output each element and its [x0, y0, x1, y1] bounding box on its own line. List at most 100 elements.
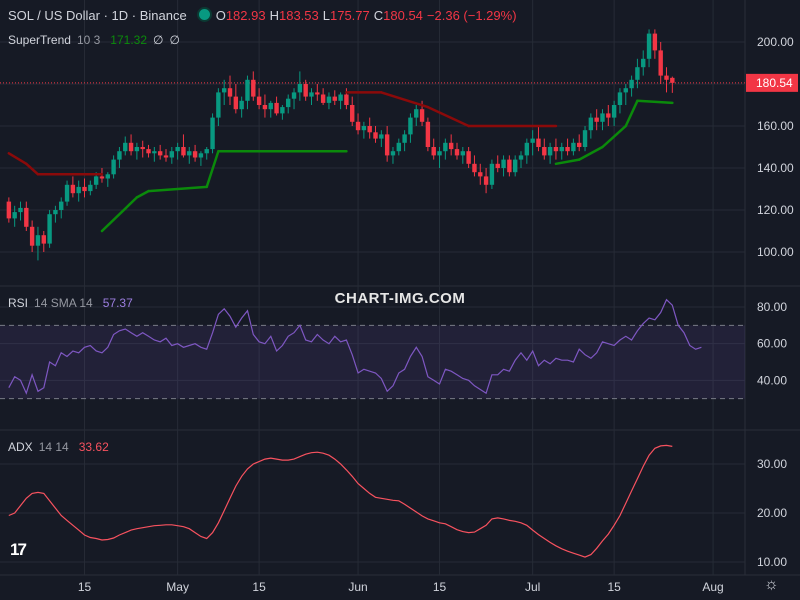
candle-body [140, 147, 145, 150]
open-label: O [215, 8, 226, 23]
candle-body [111, 159, 116, 175]
candle-body [326, 96, 332, 103]
candle-body [507, 159, 512, 173]
market-status-icon [196, 7, 212, 22]
x-tick-label: 15 [607, 580, 621, 594]
candle-body [478, 172, 483, 177]
candle-body [489, 163, 495, 185]
candle-body [512, 159, 518, 173]
low-value: 175.77 [329, 8, 370, 23]
supertrend-segment [601, 124, 628, 149]
candle-body [204, 149, 209, 154]
candle-body [652, 33, 658, 51]
candle-body [408, 117, 413, 135]
candle-body [123, 142, 128, 152]
supertrend-segment [426, 105, 470, 128]
rsi-series [8, 298, 702, 395]
candle-body [216, 92, 221, 118]
candle-body [588, 117, 594, 131]
candle-body [623, 88, 628, 93]
candle-body [187, 151, 192, 156]
candle-body [530, 138, 535, 143]
candle-body [128, 142, 134, 152]
candle-body [658, 50, 663, 76]
supertrend-legend[interactable]: SuperTrend 10 3 171.32 ∅ ∅ [8, 33, 186, 47]
adx-value: 33.62 [78, 440, 109, 454]
candle-body [268, 102, 273, 110]
candle-body [82, 186, 87, 192]
price-candles [6, 29, 675, 261]
candle-body [134, 147, 140, 152]
settings-gear-icon[interactable]: ☼ [764, 576, 779, 593]
high-value: 183.53 [278, 8, 319, 23]
candle-body [169, 151, 175, 158]
supertrend-segment [624, 99, 639, 128]
candle-body [425, 121, 431, 147]
x-tick-label: 15 [252, 580, 266, 594]
candle-body [221, 88, 227, 93]
close-label: C [373, 8, 384, 23]
candle-body [431, 147, 436, 156]
empty-set-icon: ∅ [169, 33, 180, 47]
candle-body [344, 94, 349, 105]
candle-body [93, 176, 99, 185]
candle-body [518, 155, 524, 160]
candle-body [559, 147, 564, 152]
candle-body [437, 151, 442, 156]
candle-body [577, 142, 582, 147]
candle-body [251, 79, 256, 97]
supertrend-segment [205, 149, 220, 189]
candle-body [64, 184, 70, 202]
symbol-title[interactable]: SOL / US Dollar · 1D · Binance [8, 8, 187, 23]
candle-body [582, 130, 588, 147]
candle-body [617, 92, 623, 105]
candle-body [76, 186, 81, 194]
low-label: L [322, 8, 330, 23]
candle-body [18, 207, 23, 213]
rsi-params: 14 SMA 14 [34, 296, 93, 310]
candle-body [146, 149, 151, 154]
candle-body [646, 33, 652, 59]
candle-body [6, 201, 12, 219]
high-label: H [269, 8, 279, 23]
candle-body [379, 134, 384, 139]
rsi-band [0, 324, 745, 400]
candle-body [641, 58, 646, 68]
watermark: CHART-IMG.COM [334, 290, 466, 307]
candle-body [547, 147, 553, 156]
tradingview-logo-icon[interactable]: 17 [10, 540, 27, 559]
candle-body [606, 113, 611, 118]
candle-body [198, 153, 204, 158]
candle-body [524, 142, 530, 156]
candle-body [175, 147, 180, 152]
candle-body [192, 151, 198, 158]
candle-body [472, 163, 477, 173]
adx-legend[interactable]: ADX 14 14 33.62 [8, 440, 115, 454]
candle-body [454, 149, 460, 156]
candle-body [367, 126, 372, 133]
x-tick-label: 15 [78, 580, 92, 594]
price-tick-label: 140.00 [757, 161, 794, 175]
candle-body [332, 96, 337, 101]
candle-body [88, 184, 93, 192]
candle-body [355, 121, 361, 131]
supertrend-segment [577, 145, 604, 161]
candle-body [70, 184, 76, 194]
supertrend-value: 171.32 [110, 33, 147, 47]
last-price-tag [746, 73, 798, 92]
candle-body [384, 134, 390, 156]
candle-body [262, 105, 268, 110]
adx-tick-label: 30.00 [757, 457, 787, 471]
supertrend-segment [636, 99, 674, 105]
supertrend-segment [100, 196, 139, 233]
candle-body [286, 98, 291, 108]
candle-body [274, 102, 279, 114]
candle-body [24, 207, 29, 227]
price-tick-label: 160.00 [757, 119, 794, 133]
candle-body [361, 126, 367, 131]
adx-tick-label: 20.00 [757, 506, 787, 520]
adx-params: 14 14 [38, 440, 69, 454]
candle-body [117, 151, 122, 160]
rsi-legend[interactable]: RSI 14 SMA 14 57.37 [8, 296, 139, 310]
